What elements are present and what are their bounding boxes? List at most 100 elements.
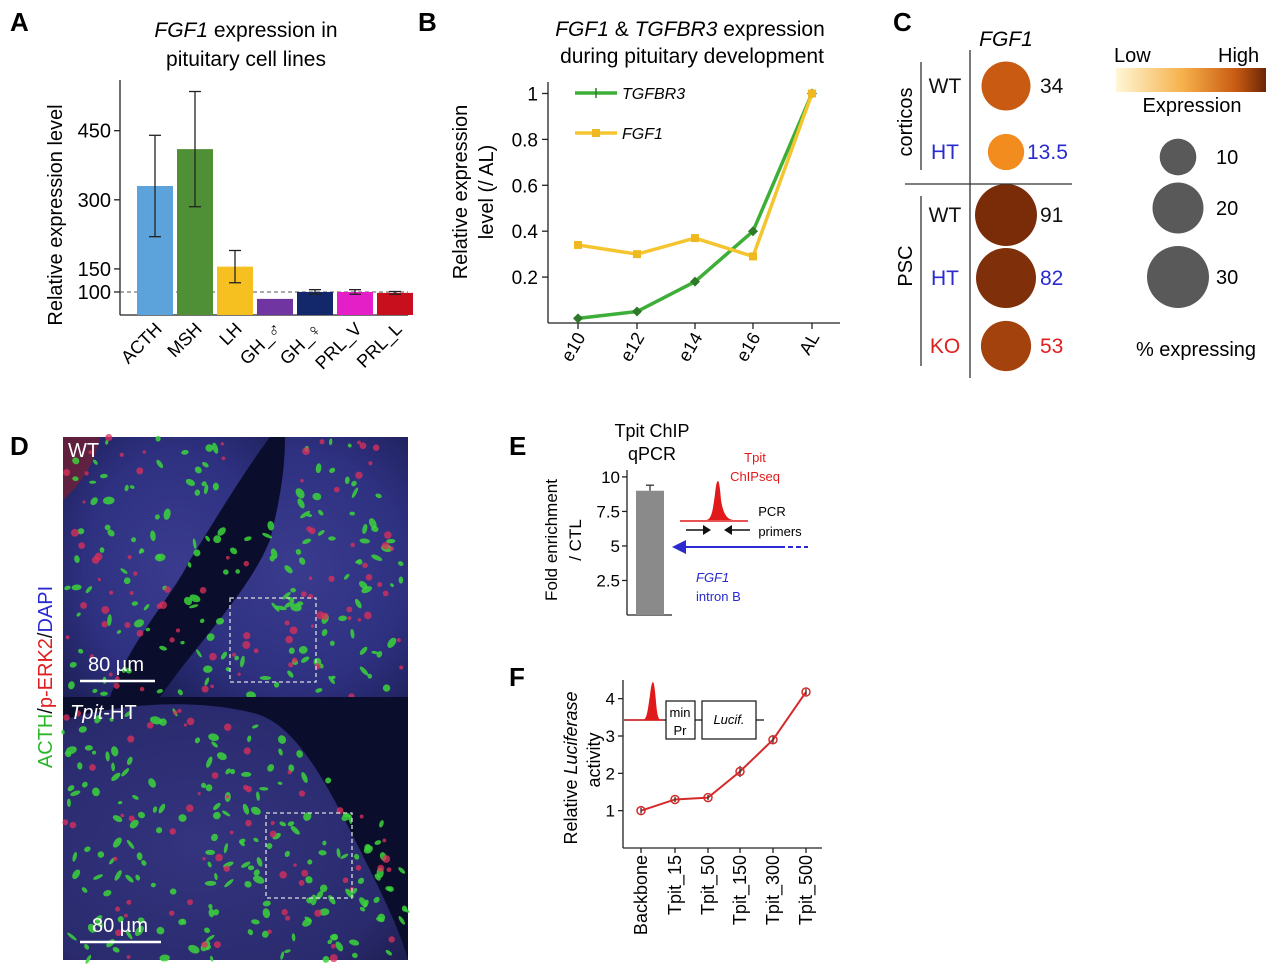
bar — [377, 292, 413, 315]
acth-cell — [99, 547, 105, 553]
perk-cell — [328, 575, 335, 582]
acth-cell — [241, 861, 251, 868]
dot — [987, 133, 1025, 171]
perk-cell — [84, 471, 89, 476]
acth-cell — [64, 750, 72, 758]
perk-cell — [139, 686, 145, 692]
acth-cell — [203, 484, 209, 495]
panel-c-size-legend: 10 20 30 — [1147, 138, 1238, 308]
acth-cell — [185, 478, 196, 487]
panel-f-construct: min Pr Lucif. — [624, 682, 764, 740]
acth-cell — [152, 806, 158, 813]
acth-cell — [192, 538, 197, 549]
acth-cell — [155, 435, 161, 442]
acth-cell — [94, 714, 102, 724]
acth-cell — [349, 511, 356, 516]
y-tick-label: 100 — [78, 282, 111, 304]
perk-cell — [113, 682, 120, 689]
acth-cell — [224, 879, 234, 888]
acth-cell — [66, 798, 71, 808]
series-point — [768, 734, 778, 745]
acth-cell — [376, 916, 385, 923]
perk-cell — [399, 665, 404, 670]
acth-cell — [205, 535, 211, 542]
micrograph-ht-label-italic: Tpit — [70, 702, 105, 724]
x-tick-label: AL — [795, 329, 823, 358]
acth-cell — [92, 750, 97, 755]
acth-cell — [225, 768, 231, 775]
acth-cell — [78, 726, 87, 733]
acth-cell — [129, 819, 139, 829]
perk-cell — [80, 602, 88, 609]
acth-cell — [111, 772, 121, 781]
micrograph-wt-scale-label: 80 µm — [88, 654, 144, 676]
perk-cell — [223, 865, 230, 872]
acth-cell — [315, 688, 323, 693]
panel-e-schematic: Tpit ChIPseq PCR primers FGF1 intron B — [672, 450, 808, 604]
perk-cell — [209, 652, 217, 661]
acth-cell — [81, 781, 88, 788]
acth-cell — [321, 628, 328, 637]
perk-cell — [336, 807, 344, 815]
acth-cell — [382, 684, 391, 692]
series-point — [690, 276, 700, 287]
panel-f: F Relative Luciferase activity 1 2 3 4 Back… — [509, 662, 822, 935]
acth-cell — [77, 528, 85, 535]
perk-cell — [109, 590, 114, 595]
acth-cell — [306, 897, 312, 904]
panel-f-letter: F — [509, 662, 525, 692]
perk-cell — [382, 838, 387, 843]
series-point — [808, 89, 816, 98]
perk-cell — [298, 880, 305, 886]
perk-cell — [115, 906, 121, 912]
acth-cell — [102, 496, 115, 505]
dot — [975, 184, 1037, 246]
perk-cell — [270, 820, 275, 826]
panel-c-group-psc: PSC — [895, 245, 917, 286]
acth-cell — [76, 612, 81, 617]
acth-cell — [288, 647, 295, 654]
perk-cell — [377, 582, 383, 588]
acth-cell — [305, 876, 313, 884]
acth-cell — [253, 869, 260, 877]
acth-cell — [125, 930, 133, 940]
x-tick-label: Tpit_15 — [665, 855, 686, 915]
dot — [980, 320, 1032, 372]
perk-cell — [302, 447, 310, 456]
perk-cell — [291, 657, 298, 663]
acth-cell — [213, 802, 221, 811]
acth-cell — [328, 894, 336, 905]
acth-cell — [322, 955, 330, 963]
perk-cell — [281, 909, 288, 916]
row-label: WT — [929, 75, 962, 98]
acth-cell — [113, 837, 122, 848]
panel-d-ylabel-acth: ACTH — [35, 714, 57, 768]
dot-value: 13.5 — [1027, 141, 1068, 164]
panel-d-ylabel-sep2: / — [35, 632, 57, 638]
perk-cell — [253, 648, 259, 654]
acth-cell — [295, 488, 305, 499]
panel-c-letter: C — [893, 7, 912, 37]
acth-cell — [154, 514, 160, 520]
panel-d-letter: D — [10, 431, 29, 461]
panel-c-legend-gradient — [1116, 68, 1266, 92]
acth-cell — [213, 535, 222, 544]
x-tick-label: PRL_L — [353, 319, 407, 373]
acth-cell — [204, 927, 211, 934]
y-tick-label: 4 — [606, 690, 615, 709]
perk-cell — [386, 867, 392, 873]
panel-b-title-line2: during pituitary development — [560, 45, 824, 68]
acth-cell — [341, 813, 351, 821]
acth-cell — [288, 764, 295, 773]
panel-c-legend-high: High — [1218, 45, 1259, 67]
acth-cell — [72, 851, 77, 862]
acth-cell — [284, 600, 295, 608]
acth-cell — [61, 729, 65, 735]
acth-cell — [291, 933, 296, 942]
acth-cell — [105, 751, 110, 762]
perk-cell — [362, 562, 368, 569]
acth-cell — [117, 800, 123, 805]
bar — [636, 490, 664, 615]
acth-cell — [150, 882, 156, 888]
panel-b-title-rest: expression — [717, 18, 824, 41]
